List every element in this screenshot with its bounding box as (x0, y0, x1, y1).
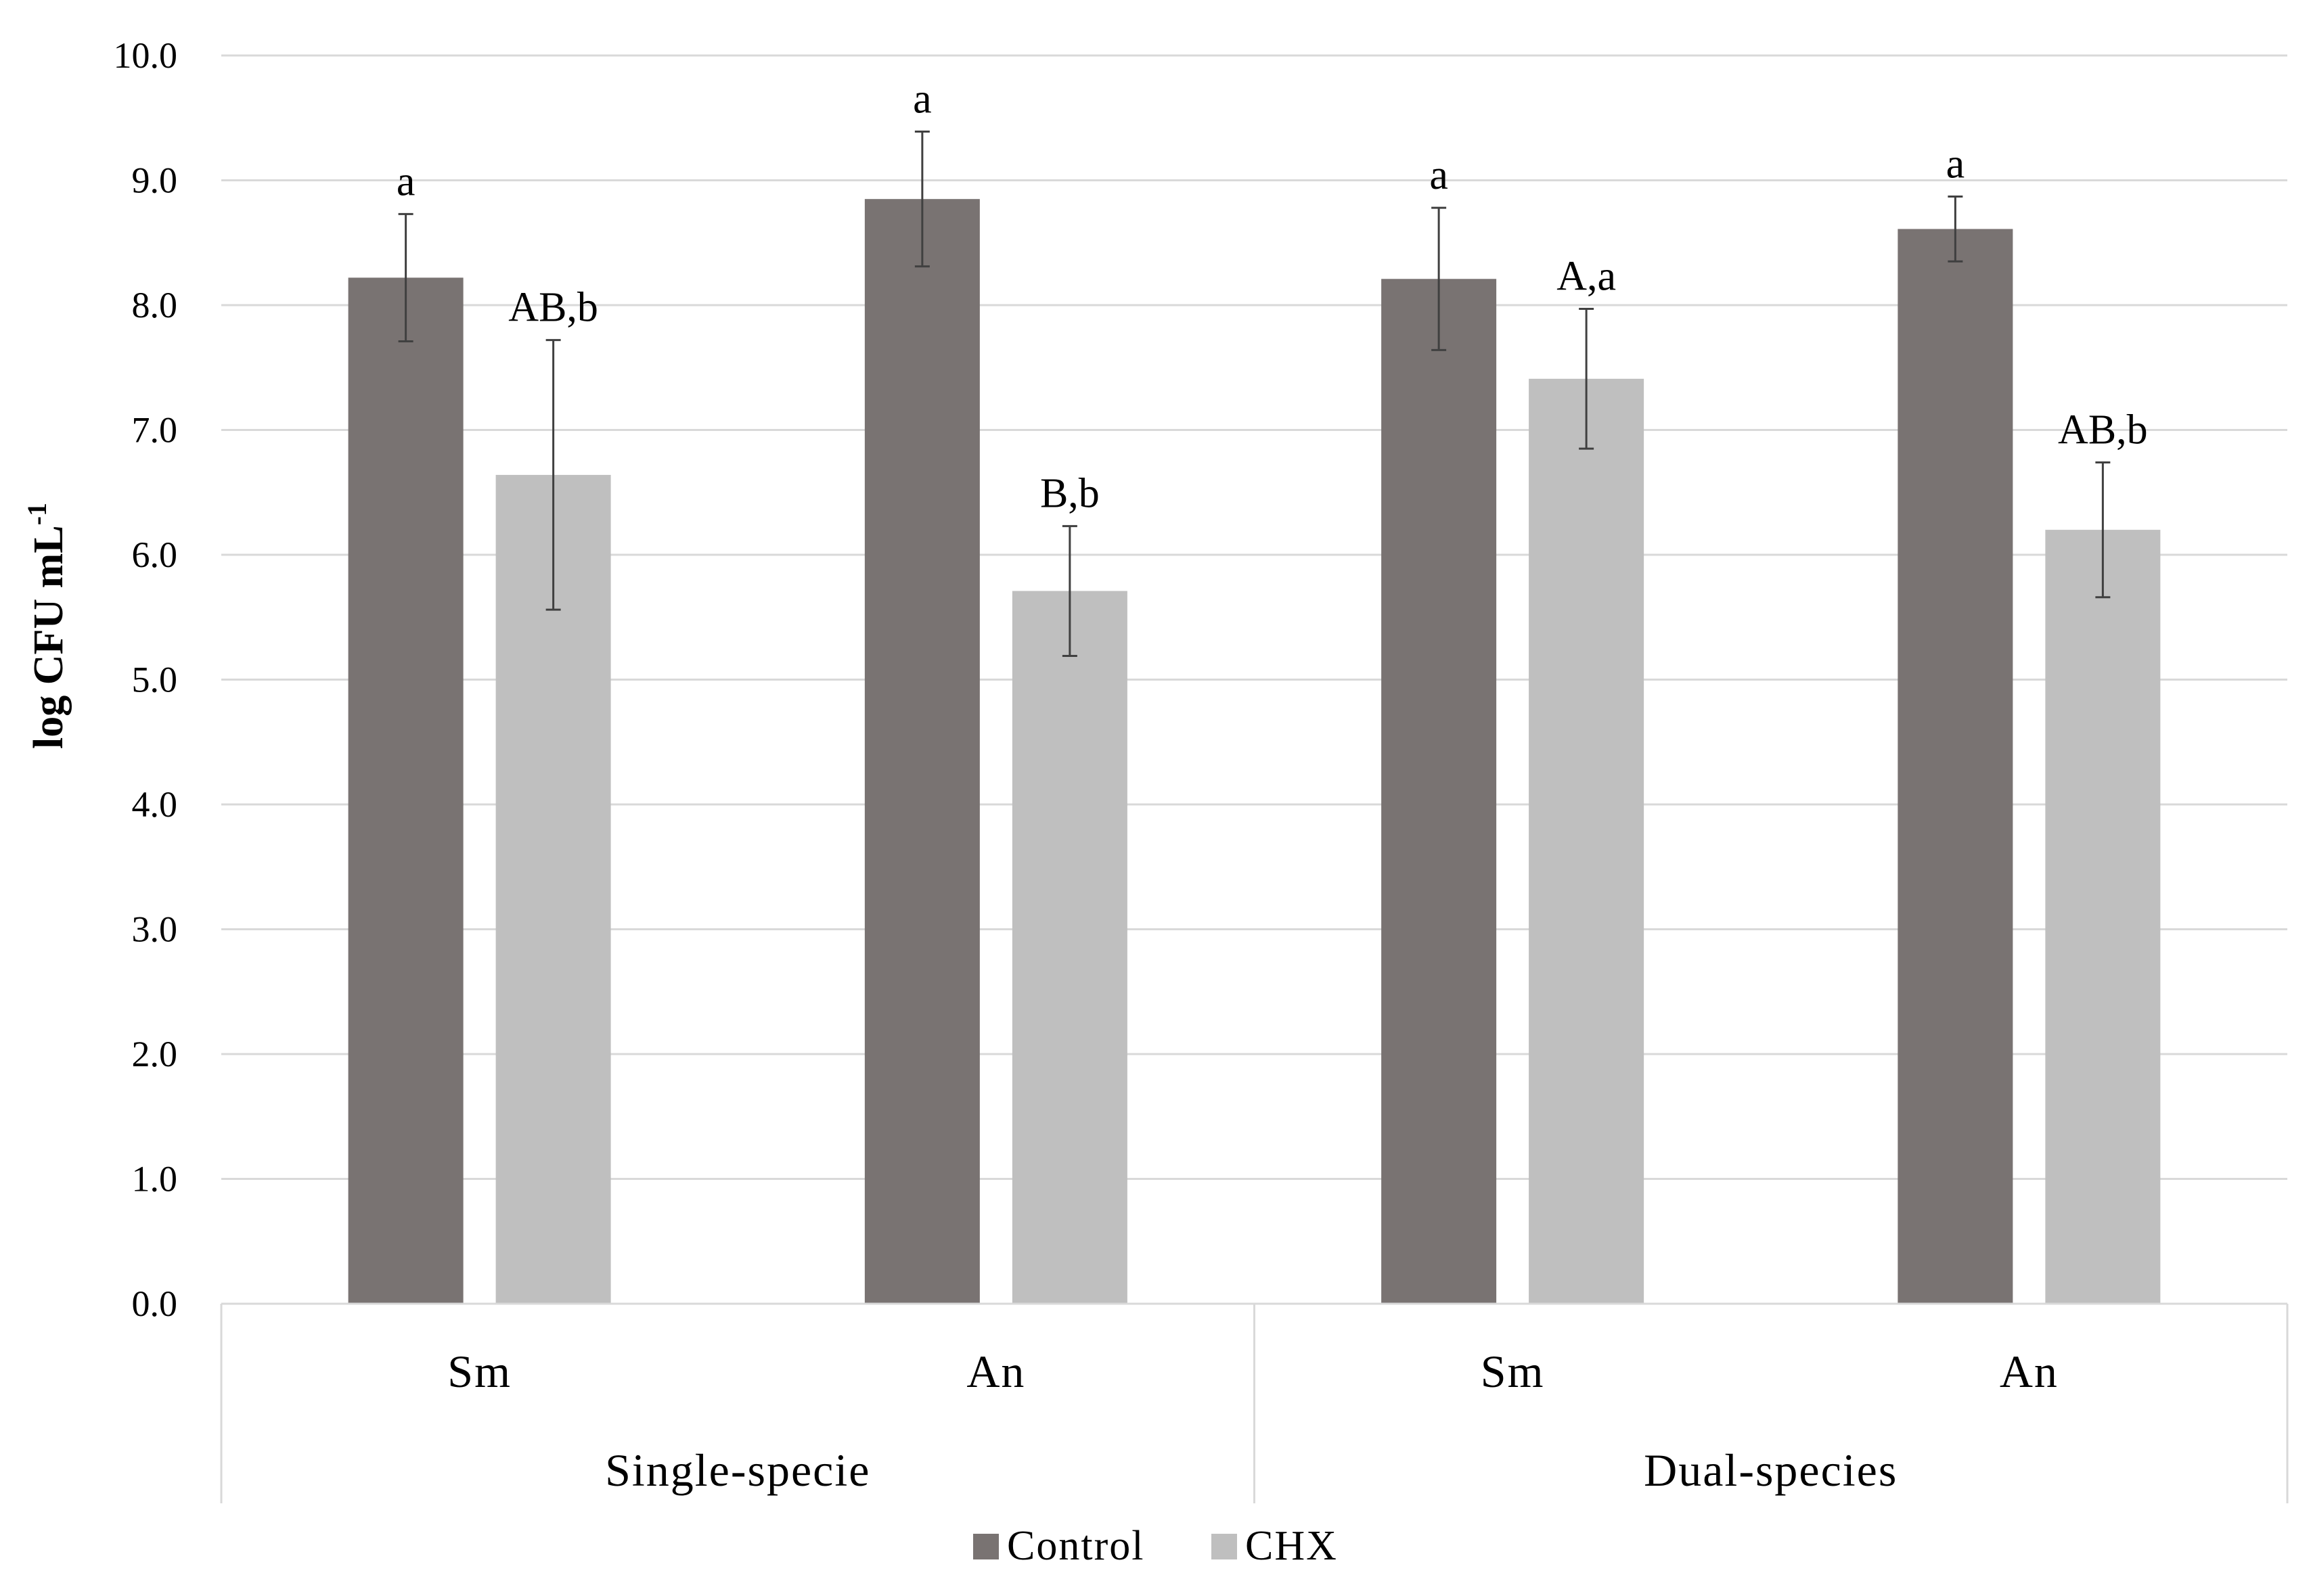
x-category-label: Sm (1481, 1346, 1545, 1397)
significance-label: AB,b (508, 285, 598, 331)
x-category-label: Sm (447, 1346, 512, 1397)
bar-chx (1529, 378, 1644, 1304)
significance-label: AB,b (2058, 407, 2148, 453)
y-tick-label: 8.0 (132, 285, 178, 325)
significance-label: B,b (1040, 471, 1100, 517)
significance-annotations: a a a a AB,b B,b A,a AB,b (397, 76, 2148, 517)
legend-label-control: Control (1007, 1523, 1144, 1569)
x-group-label: Dual-species (1644, 1444, 1898, 1496)
x-group-label: Single-specie (605, 1444, 870, 1496)
y-tick-label: 1.0 (132, 1159, 178, 1200)
bar-control (348, 277, 464, 1304)
y-axis-ticks: 0.0 1.0 2.0 3.0 4.0 5.0 6.0 7.0 8.0 9.0 10.0 (114, 35, 178, 1324)
bar-control (1381, 279, 1497, 1304)
bars (348, 199, 2161, 1304)
legend-label-chx: CHX (1245, 1523, 1338, 1569)
x-axis-labels: Sm An Sm An Single-specie Dual-species (447, 1346, 2059, 1496)
x-axis (220, 1302, 2289, 1503)
bar-chx (2045, 530, 2161, 1304)
y-tick-label: 4.0 (132, 784, 178, 825)
bar-control (1898, 229, 2013, 1304)
bar-chx (1012, 591, 1127, 1304)
y-tick-label: 7.0 (132, 410, 178, 451)
significance-label: a (397, 158, 416, 204)
y-tick-label: 0.0 (132, 1283, 178, 1324)
significance-label: A,a (1556, 254, 1616, 300)
legend-swatch-chx (1211, 1534, 1237, 1559)
x-category-label: An (2000, 1346, 2059, 1397)
significance-label: a (1946, 141, 1965, 187)
error-bars (398, 131, 2111, 657)
significance-label: a (913, 76, 932, 122)
y-tick-label: 10.0 (114, 35, 178, 76)
bar-chx (495, 474, 611, 1304)
legend-swatch-control (973, 1534, 999, 1559)
legend: Control CHX (973, 1523, 1338, 1569)
bar-control (864, 199, 980, 1304)
y-tick-label: 3.0 (132, 909, 178, 950)
y-axis-label: log CFU mL-1 (22, 503, 72, 749)
y-tick-label: 6.0 (132, 534, 178, 575)
y-tick-label: 2.0 (132, 1034, 178, 1074)
y-axis-label-superscript: -1 (22, 503, 52, 525)
significance-label: a (1429, 152, 1448, 198)
y-tick-label: 5.0 (132, 660, 178, 700)
y-tick-label: 9.0 (132, 160, 178, 201)
x-category-label: An (966, 1346, 1025, 1397)
